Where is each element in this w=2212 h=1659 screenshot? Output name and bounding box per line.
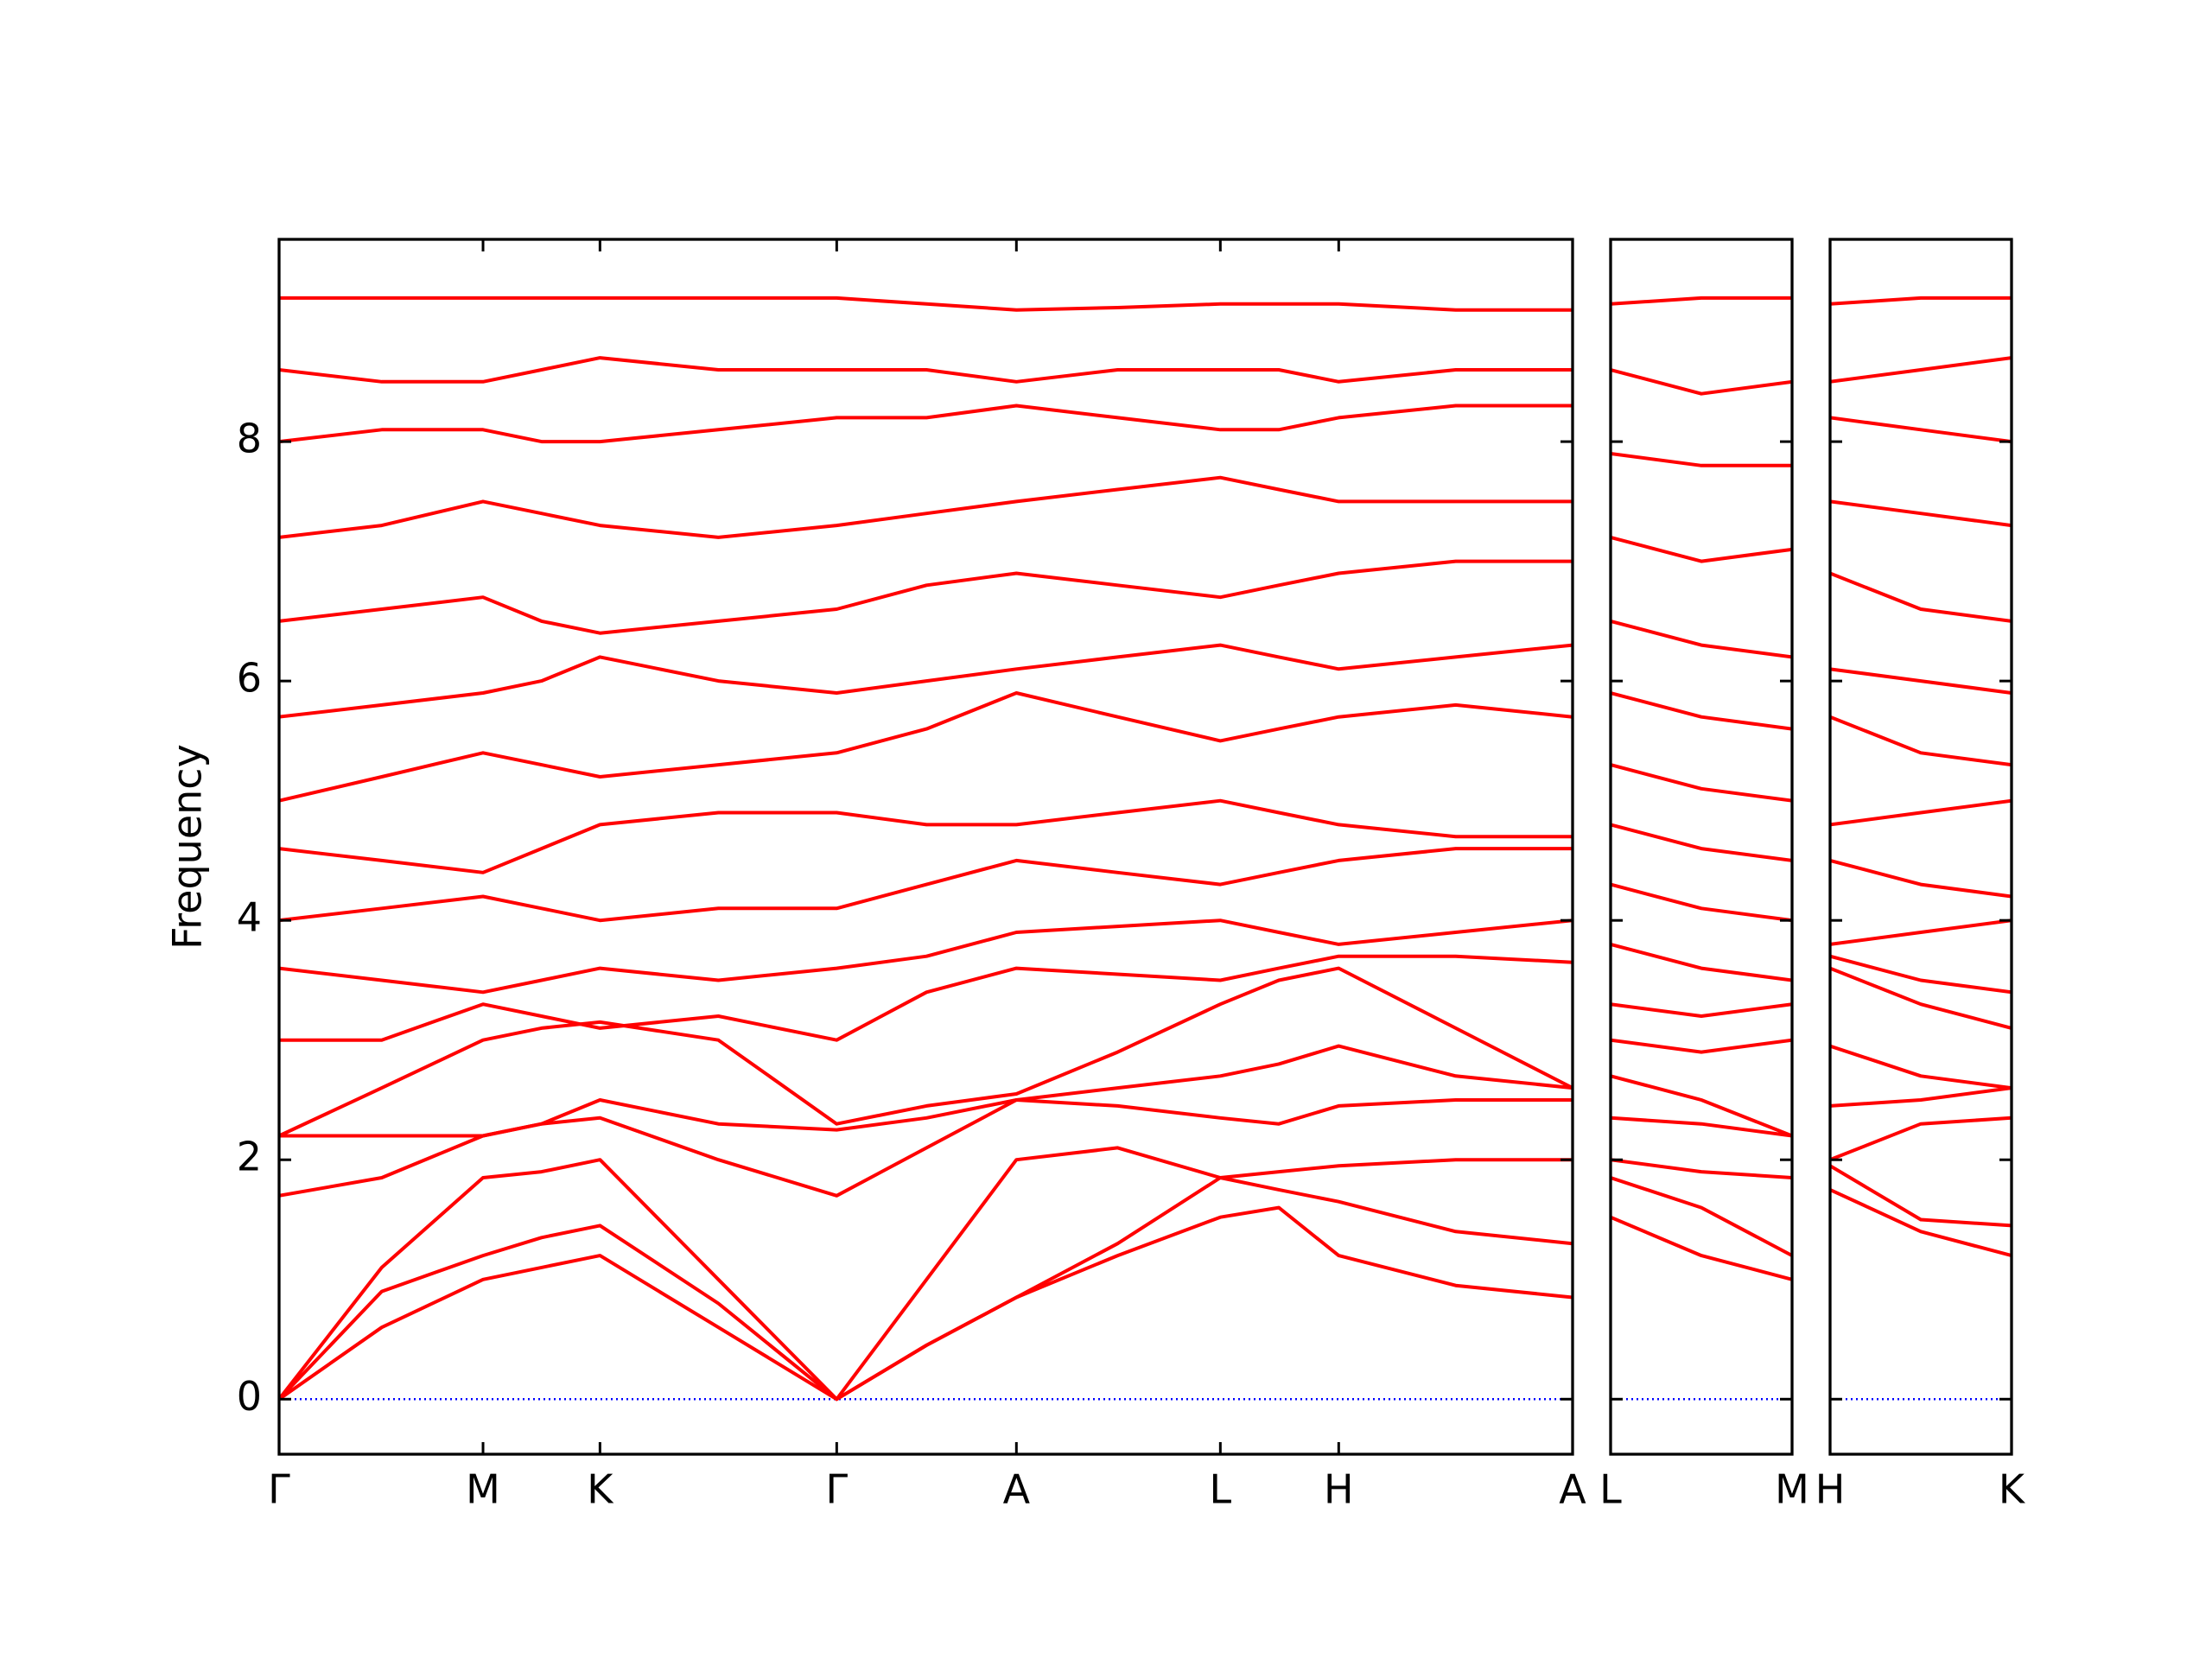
band — [279, 296, 1573, 312]
band — [279, 1205, 1573, 1402]
band — [1611, 535, 1792, 563]
band — [1830, 798, 2012, 827]
band — [279, 559, 1573, 635]
band — [1830, 416, 2012, 444]
x-tick-label: H — [1815, 1466, 1846, 1513]
band — [279, 954, 1573, 1042]
x-tick-label: A — [1559, 1466, 1586, 1513]
band — [1830, 954, 2012, 995]
x-tick-label: L — [1210, 1466, 1232, 1513]
y-tick-label: 4 — [237, 894, 262, 941]
band — [1611, 452, 1792, 467]
band — [1611, 1074, 1792, 1138]
plot-area — [1830, 296, 2012, 1401]
band — [279, 1044, 1573, 1138]
band — [1830, 1116, 2012, 1162]
band — [1830, 296, 2012, 306]
band — [1830, 1044, 2012, 1090]
axes-frame — [1828, 238, 2013, 1456]
band — [1830, 858, 2012, 899]
band — [1611, 1038, 1792, 1054]
band — [279, 475, 1573, 539]
x-tick-label: Γ — [268, 1466, 290, 1513]
band — [279, 356, 1573, 384]
band — [1611, 942, 1792, 982]
band — [1830, 918, 2012, 946]
band — [279, 847, 1573, 923]
band — [1611, 619, 1792, 659]
band — [1830, 1164, 2012, 1228]
band — [1830, 966, 2012, 1030]
y-tick-label: 0 — [237, 1373, 262, 1420]
band — [1611, 1002, 1792, 1018]
band — [1830, 499, 2012, 528]
band — [1611, 1215, 1792, 1281]
x-tick-label: L — [1599, 1466, 1622, 1513]
y-tick-label: 2 — [237, 1134, 262, 1180]
x-tick-label: Γ — [826, 1466, 849, 1513]
axes-frame — [277, 238, 1574, 1456]
band — [1830, 356, 2012, 384]
x-tick-label: K — [587, 1466, 614, 1513]
band — [279, 1098, 1573, 1198]
y-tick-label: 8 — [237, 416, 262, 462]
x-tick-label: M — [466, 1466, 500, 1513]
y-axis-label: Frequency — [164, 744, 211, 950]
band — [279, 1158, 1573, 1402]
band — [279, 1146, 1573, 1402]
plot-area — [1611, 296, 1792, 1401]
band — [1611, 1116, 1792, 1138]
band — [1830, 571, 2012, 623]
band — [279, 691, 1573, 803]
band — [1611, 763, 1792, 803]
plot-area — [279, 296, 1573, 1402]
band — [1830, 1188, 2012, 1258]
x-tick-label: K — [1999, 1466, 2026, 1513]
band — [1611, 368, 1792, 396]
x-tick-label: H — [1324, 1466, 1354, 1513]
band — [1611, 691, 1792, 731]
band — [279, 404, 1573, 444]
band — [279, 643, 1573, 719]
band — [1611, 1158, 1792, 1179]
axes-frame — [1609, 238, 1794, 1456]
band — [1611, 823, 1792, 862]
x-tick-label: A — [1003, 1466, 1031, 1513]
band — [1830, 715, 2012, 767]
band — [279, 966, 1573, 1138]
y-tick-label: 6 — [237, 655, 262, 702]
band — [1611, 1176, 1792, 1257]
band — [1830, 667, 2012, 695]
band — [1611, 882, 1792, 923]
x-tick-label: M — [1775, 1466, 1809, 1513]
band — [1830, 1086, 2012, 1108]
band — [279, 798, 1573, 874]
band — [279, 918, 1573, 995]
band — [1611, 296, 1792, 306]
